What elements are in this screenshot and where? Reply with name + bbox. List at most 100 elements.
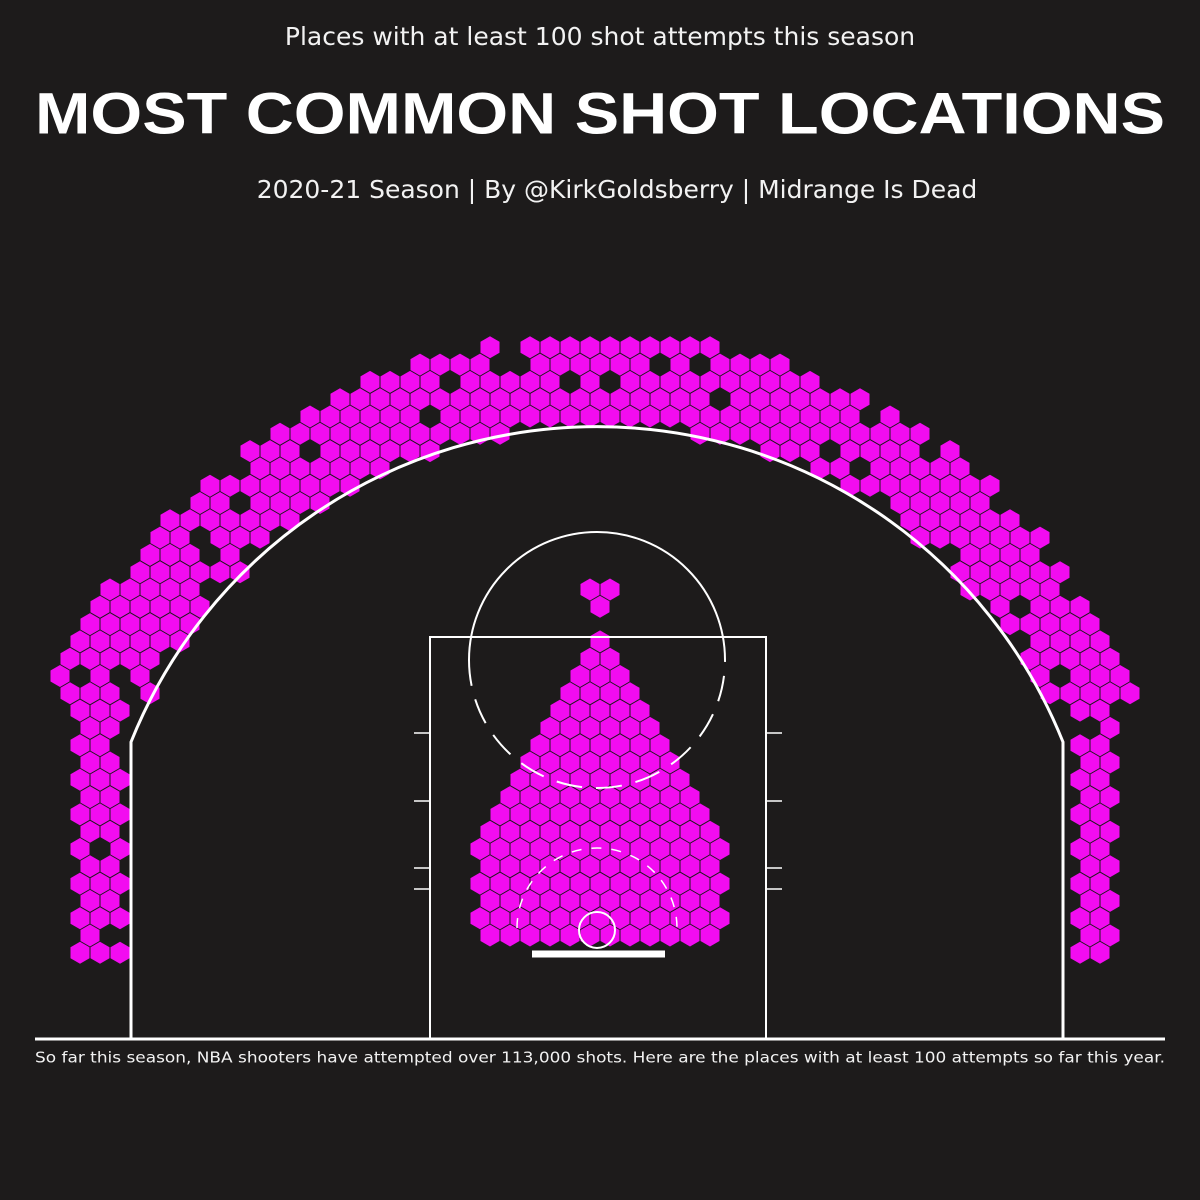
hex xyxy=(430,353,450,376)
hex xyxy=(280,509,300,532)
hex xyxy=(920,474,940,497)
hex xyxy=(1080,647,1100,670)
hex xyxy=(650,388,670,411)
hex xyxy=(440,405,460,428)
hex xyxy=(850,388,870,411)
hex xyxy=(610,907,630,930)
hex xyxy=(870,422,890,445)
hex xyxy=(60,682,80,705)
hex xyxy=(600,647,620,670)
hex xyxy=(90,768,110,791)
hex xyxy=(600,855,620,878)
hex xyxy=(270,422,290,445)
hex xyxy=(1080,751,1100,774)
hex xyxy=(80,855,100,878)
hex xyxy=(590,838,610,860)
hex xyxy=(370,422,390,445)
hex xyxy=(60,647,80,670)
hex xyxy=(580,855,600,878)
hex xyxy=(480,370,500,393)
hex xyxy=(690,872,710,895)
hex xyxy=(580,716,600,739)
hex xyxy=(560,924,580,947)
hex xyxy=(690,803,710,826)
hex xyxy=(840,440,860,463)
hex xyxy=(770,422,790,445)
hex xyxy=(950,492,970,514)
hex xyxy=(660,370,680,393)
hex xyxy=(1040,647,1060,670)
hex xyxy=(1100,716,1120,739)
hex xyxy=(1040,613,1060,636)
free-throw-arc-dashed xyxy=(468,659,726,789)
hex xyxy=(550,699,570,722)
hex xyxy=(610,665,630,687)
hex xyxy=(700,889,720,912)
hex xyxy=(530,388,550,411)
hex xyxy=(610,353,630,376)
hex xyxy=(90,803,110,826)
hex xyxy=(110,630,130,653)
hex xyxy=(580,405,600,428)
hex xyxy=(630,699,650,722)
hex xyxy=(680,786,700,809)
hex xyxy=(1000,509,1020,532)
hex xyxy=(1040,578,1060,601)
hex xyxy=(210,526,230,549)
hex xyxy=(1100,924,1120,947)
hex xyxy=(410,422,430,445)
hex xyxy=(120,578,140,601)
hex xyxy=(790,388,810,411)
hex xyxy=(660,751,680,774)
hex xyxy=(700,924,720,947)
hex xyxy=(110,803,130,826)
hex xyxy=(150,595,170,618)
hex xyxy=(350,457,370,480)
hex xyxy=(640,336,660,359)
hex xyxy=(470,388,490,411)
hex xyxy=(160,613,180,636)
hex xyxy=(780,370,800,393)
hex xyxy=(90,907,110,930)
hex xyxy=(80,716,100,739)
hex xyxy=(380,440,400,463)
hex xyxy=(360,370,380,393)
hex xyxy=(410,353,430,376)
hex xyxy=(150,561,170,584)
hex xyxy=(120,647,140,670)
hex xyxy=(660,336,680,359)
hex xyxy=(590,872,610,895)
hex xyxy=(230,526,250,549)
hex xyxy=(160,578,180,601)
hex xyxy=(700,336,720,359)
hex xyxy=(150,526,170,549)
lane-ticks xyxy=(414,732,782,890)
hex xyxy=(1030,630,1050,653)
hex xyxy=(130,630,150,653)
hex xyxy=(540,751,560,774)
hex xyxy=(590,353,610,376)
hex xyxy=(480,889,500,912)
hex xyxy=(1070,838,1090,860)
hex xyxy=(880,405,900,428)
hex xyxy=(130,595,150,618)
hex xyxy=(620,889,640,912)
hex xyxy=(130,561,150,584)
hex xyxy=(610,388,630,411)
hex xyxy=(800,405,820,428)
hex xyxy=(930,526,950,549)
hex xyxy=(550,388,570,411)
hex xyxy=(1000,578,1020,601)
hex xyxy=(160,509,180,532)
hex xyxy=(290,492,310,514)
hex xyxy=(340,440,360,463)
hex xyxy=(70,734,90,757)
hex xyxy=(570,665,590,687)
hex xyxy=(620,405,640,428)
hex xyxy=(900,440,920,463)
hex xyxy=(330,422,350,445)
hex xyxy=(190,595,210,618)
hex xyxy=(530,734,550,757)
hex xyxy=(100,889,120,912)
hex xyxy=(530,907,550,930)
